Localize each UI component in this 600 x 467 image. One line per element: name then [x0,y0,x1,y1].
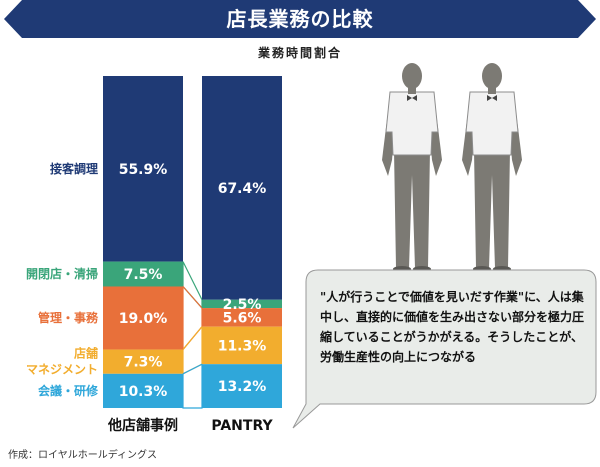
bar-segment [202,326,282,365]
bar-value-labels: 55.9% 67.4% 7.5% 2.5% 19.0% 5.6% 7.3% 11.3% 10.3… [119,162,267,400]
bar-value-label: 55.9% [119,162,168,178]
segment-connector [182,284,203,352]
bar-segment [103,349,183,374]
bubble-outline [292,269,597,429]
series-label: 管理・事務 [38,310,99,325]
bar-value-label: 10.3% [119,384,168,400]
bar-value-label: 5.6% [223,310,262,326]
segment-connectors [182,261,203,409]
bar-segment [202,308,282,327]
series-label: 接客調理 [50,161,98,176]
category-label: PANTRY [211,418,273,434]
staff-figure-icon [382,63,442,272]
bar-value-label: 7.5% [124,267,163,283]
bar-segment [103,76,183,262]
bar-value-label: 13.2% [218,379,267,395]
bar-value-label: 67.4% [218,181,267,197]
bar-segment [103,373,183,408]
bars-group [103,76,282,408]
series-label: 会議・研修 [38,383,99,398]
category-label: 他店舗事例 [107,417,178,434]
segment-connector [182,363,203,409]
chart-subtitle: 業務時間割合 [257,46,342,60]
bar-segment [103,261,183,287]
bar-segment [202,76,282,300]
speech-bubble [292,269,597,429]
segment-connector [182,324,203,375]
bar-value-label: 11.3% [218,338,267,354]
bar-value-label: 2.5% [223,297,262,313]
staff-figures [382,63,522,272]
series-label: 店舗マネジメント [26,346,98,377]
bar-value-label: 7.3% [124,355,163,371]
source-note: 作成：ロイヤルホールディングス [8,450,157,461]
bar-segment [202,299,282,309]
category-labels: 他店舗事例 PANTRY [107,417,273,434]
bar-segment [103,286,183,350]
chart-title: 店長業務の比較 [226,7,374,31]
title-banner [4,0,596,38]
bubble-text: "人が行うことで価値を見いだす作業"に、人は集中し、直接的に価値を生み出さない部… [320,290,585,364]
staff-figure-icon [462,63,522,272]
bar-segment [202,364,282,408]
bar-value-label: 19.0% [119,311,168,327]
segment-connector [182,261,203,310]
series-label: 開閉店・清掃 [26,266,98,281]
